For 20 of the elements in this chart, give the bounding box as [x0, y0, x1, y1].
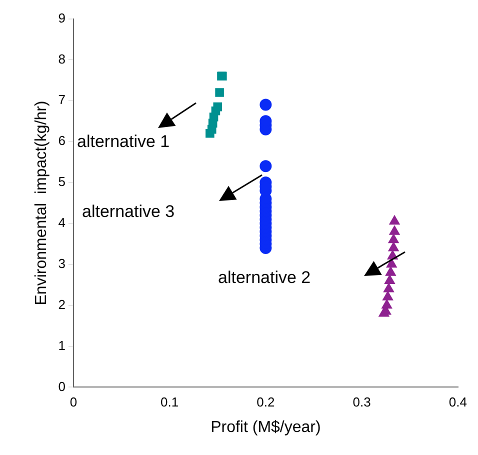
y-tick-label: 0: [58, 378, 66, 394]
y-tick-label: 4: [58, 215, 66, 230]
annotation: alternative 3: [82, 202, 175, 222]
y-tick-label: 7: [58, 92, 66, 108]
x-tick-label: 0.2: [256, 394, 275, 410]
y-tick-label: 3: [58, 256, 66, 271]
x-tick-label: 0.1: [160, 394, 179, 410]
annotation: alternative 2: [218, 268, 311, 288]
annotation: alternative 1: [77, 132, 170, 152]
y-tick-label: 1: [58, 338, 66, 353]
y-tick-label: 6: [58, 133, 66, 148]
y-tick-label: 9: [58, 10, 66, 26]
x-tick-label: 0: [70, 394, 78, 410]
y-axis-title: Environmental impact(kg/hr): [33, 100, 50, 306]
x-tick-label: 0.4: [448, 394, 468, 410]
x-tick-label: 0.3: [352, 394, 371, 410]
y-tick-label: 8: [58, 51, 66, 66]
y-tick-label: 5: [58, 174, 66, 190]
x-axis-title: Profit (M$/year): [210, 418, 321, 436]
y-tick-label: 2: [58, 296, 66, 312]
